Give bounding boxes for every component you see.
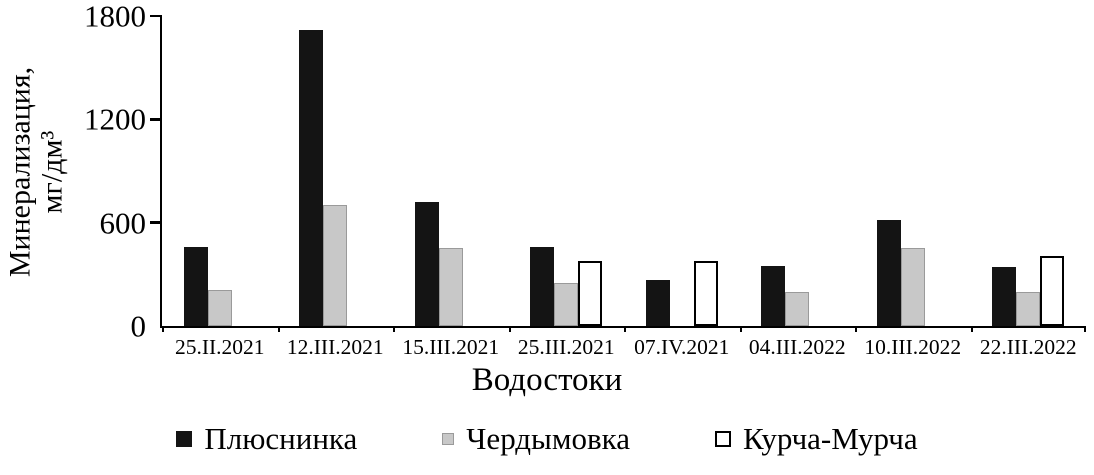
bar-Плюснинка xyxy=(530,246,555,326)
y-tick-label: 600 xyxy=(99,205,147,241)
bar-Чердымовка xyxy=(323,205,348,326)
bar-Чердымовка xyxy=(785,291,810,326)
bar-Плюснинка xyxy=(876,220,901,326)
x-tick-label: 04.III.2022 xyxy=(748,335,846,359)
bar-group xyxy=(278,29,394,326)
bar-Курча-Мурча xyxy=(578,260,603,326)
bar-Плюснинка xyxy=(414,202,439,326)
legend-swatch xyxy=(715,431,731,447)
legend-item: Чердымовка xyxy=(442,421,630,457)
y-tick-mark xyxy=(150,221,162,224)
y-axis-title-line2: мг/дм³ xyxy=(35,130,68,214)
y-tick-mark xyxy=(150,14,162,18)
bar-Чердымовка xyxy=(207,289,232,326)
x-tick-label: 15.III.2021 xyxy=(402,335,500,359)
bar-Чердымовка xyxy=(1016,291,1041,326)
legend-label: Курча-Мурча xyxy=(743,421,918,456)
x-axis-title: Водостоки xyxy=(471,362,623,398)
x-tick-mark xyxy=(162,326,164,332)
x-tick-mark xyxy=(739,326,742,332)
plot-area: 0 600 1200 1800 25.II.2021 12.III.2021 15.III.… xyxy=(84,1,1087,359)
x-tick-label: 25.II.2021 xyxy=(174,335,265,359)
legend: Плюснинка Чердымовка Курча-Мурча xyxy=(0,421,1094,457)
legend-label: Плюснинка xyxy=(204,421,358,456)
bar-group xyxy=(393,202,509,326)
x-tick-label: 12.III.2021 xyxy=(286,335,384,359)
bar-Плюснинка xyxy=(992,266,1017,326)
x-tick-label: 07.IV.2021 xyxy=(634,335,730,359)
x-tick-mark xyxy=(970,326,973,332)
y-axis-title-line1: Минерализация, xyxy=(3,66,37,278)
bar-Чердымовка xyxy=(554,282,579,326)
y-axis-title: Минерализация, мг/дм³ xyxy=(3,66,69,278)
legend-item: Плюснинка xyxy=(176,421,357,457)
bar-Плюснинка xyxy=(645,279,670,326)
x-tick-mark xyxy=(393,326,395,332)
x-tick-mark xyxy=(508,326,511,332)
x-tick-label: 25.III.2021 xyxy=(517,335,615,359)
bar-group xyxy=(971,256,1087,326)
legend-label: Чердымовка xyxy=(466,421,630,456)
bar-group xyxy=(509,246,625,326)
bar-group xyxy=(624,260,740,326)
x-tick-label: 22.III.2022 xyxy=(979,335,1077,359)
x-tick-mark xyxy=(855,326,857,332)
legend-swatch xyxy=(176,431,193,447)
bar-group xyxy=(740,265,856,326)
bar-Курча-Мурча xyxy=(1040,256,1065,326)
bar-Плюснинка xyxy=(299,29,324,326)
bar-Плюснинка xyxy=(761,265,786,326)
bar-Плюснинка xyxy=(183,246,208,326)
y-tick-mark xyxy=(150,118,162,121)
y-tick-label: 1200 xyxy=(84,101,146,137)
bar-Курча-Мурча xyxy=(693,260,718,326)
y-tick-label: 1800 xyxy=(84,0,146,34)
legend-swatch xyxy=(442,433,455,445)
y-tick-label: 0 xyxy=(130,308,147,344)
x-tick-label: 10.III.2022 xyxy=(864,335,962,359)
x-tick-mark xyxy=(624,326,626,332)
x-tick-mark xyxy=(277,326,280,332)
bar-group xyxy=(162,246,278,326)
bar-Чердымовка xyxy=(900,247,925,326)
bar-group xyxy=(855,220,971,326)
x-tick-mark xyxy=(1084,326,1086,332)
bar-Чердымовка xyxy=(438,247,463,326)
legend-item: Курча-Мурча xyxy=(715,421,918,457)
